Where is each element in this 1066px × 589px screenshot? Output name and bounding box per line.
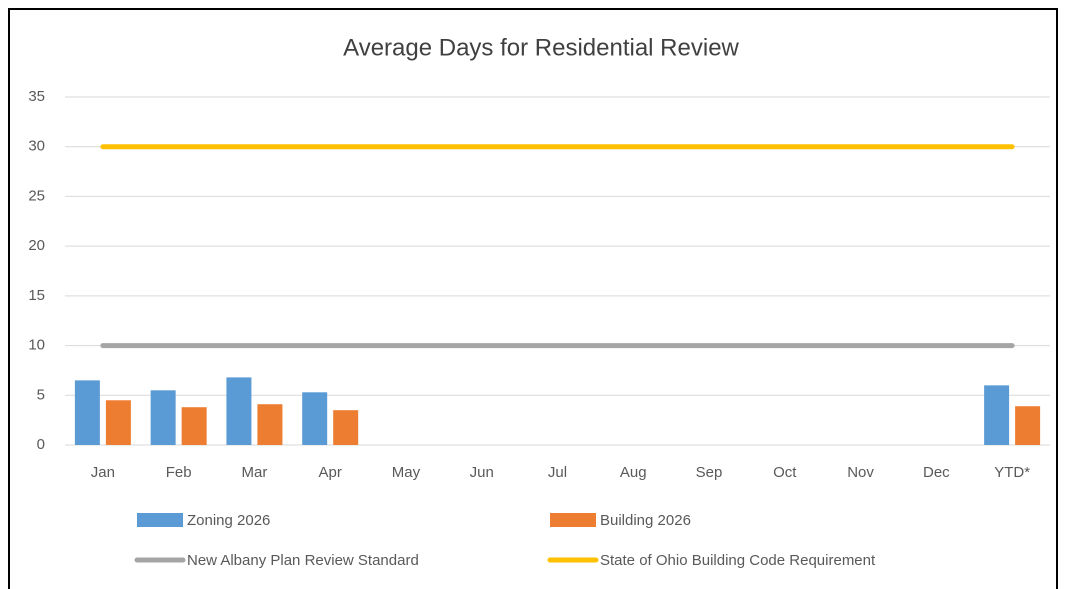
bar (257, 404, 283, 445)
y-tick-label: 0 (37, 436, 45, 453)
chart-title: Average Days for Residential Review (343, 34, 739, 61)
y-tick-label: 10 (28, 337, 45, 354)
y-tick-label: 20 (28, 237, 45, 254)
x-tick-label: Dec (923, 464, 950, 481)
legend-label: New Albany Plan Review Standard (187, 552, 419, 569)
x-tick-label: YTD* (994, 464, 1030, 481)
bar (333, 410, 359, 445)
x-tick-label: Jun (470, 464, 494, 481)
x-tick-label: May (392, 464, 421, 481)
x-tick-label: Oct (773, 464, 797, 481)
bar (150, 390, 176, 445)
bar (226, 377, 252, 445)
x-tick-label: Aug (620, 464, 647, 481)
bar (74, 380, 100, 445)
bar (984, 385, 1010, 445)
legend-label: State of Ohio Building Code Requirement (600, 552, 876, 569)
y-tick-label: 5 (37, 386, 45, 403)
y-tick-label: 15 (28, 287, 45, 304)
frame (8, 8, 1058, 589)
legend-label: Zoning 2026 (187, 512, 270, 529)
bar (181, 407, 207, 445)
x-tick-label: Jul (548, 464, 567, 481)
x-tick-label: Apr (319, 464, 342, 481)
y-tick-label: 25 (28, 187, 45, 204)
y-tick-label: 35 (28, 88, 45, 105)
x-tick-label: Jan (91, 464, 115, 481)
bar (105, 400, 131, 445)
x-tick-label: Nov (847, 464, 874, 481)
y-tick-label: 30 (28, 138, 45, 155)
x-tick-label: Mar (242, 464, 268, 481)
x-tick-label: Feb (166, 464, 192, 481)
legend-label: Building 2026 (600, 512, 691, 529)
bar (302, 392, 328, 445)
bar (1015, 406, 1041, 445)
legend-swatch (550, 513, 596, 527)
legend-swatch (137, 513, 183, 527)
x-tick-label: Sep (696, 464, 723, 481)
